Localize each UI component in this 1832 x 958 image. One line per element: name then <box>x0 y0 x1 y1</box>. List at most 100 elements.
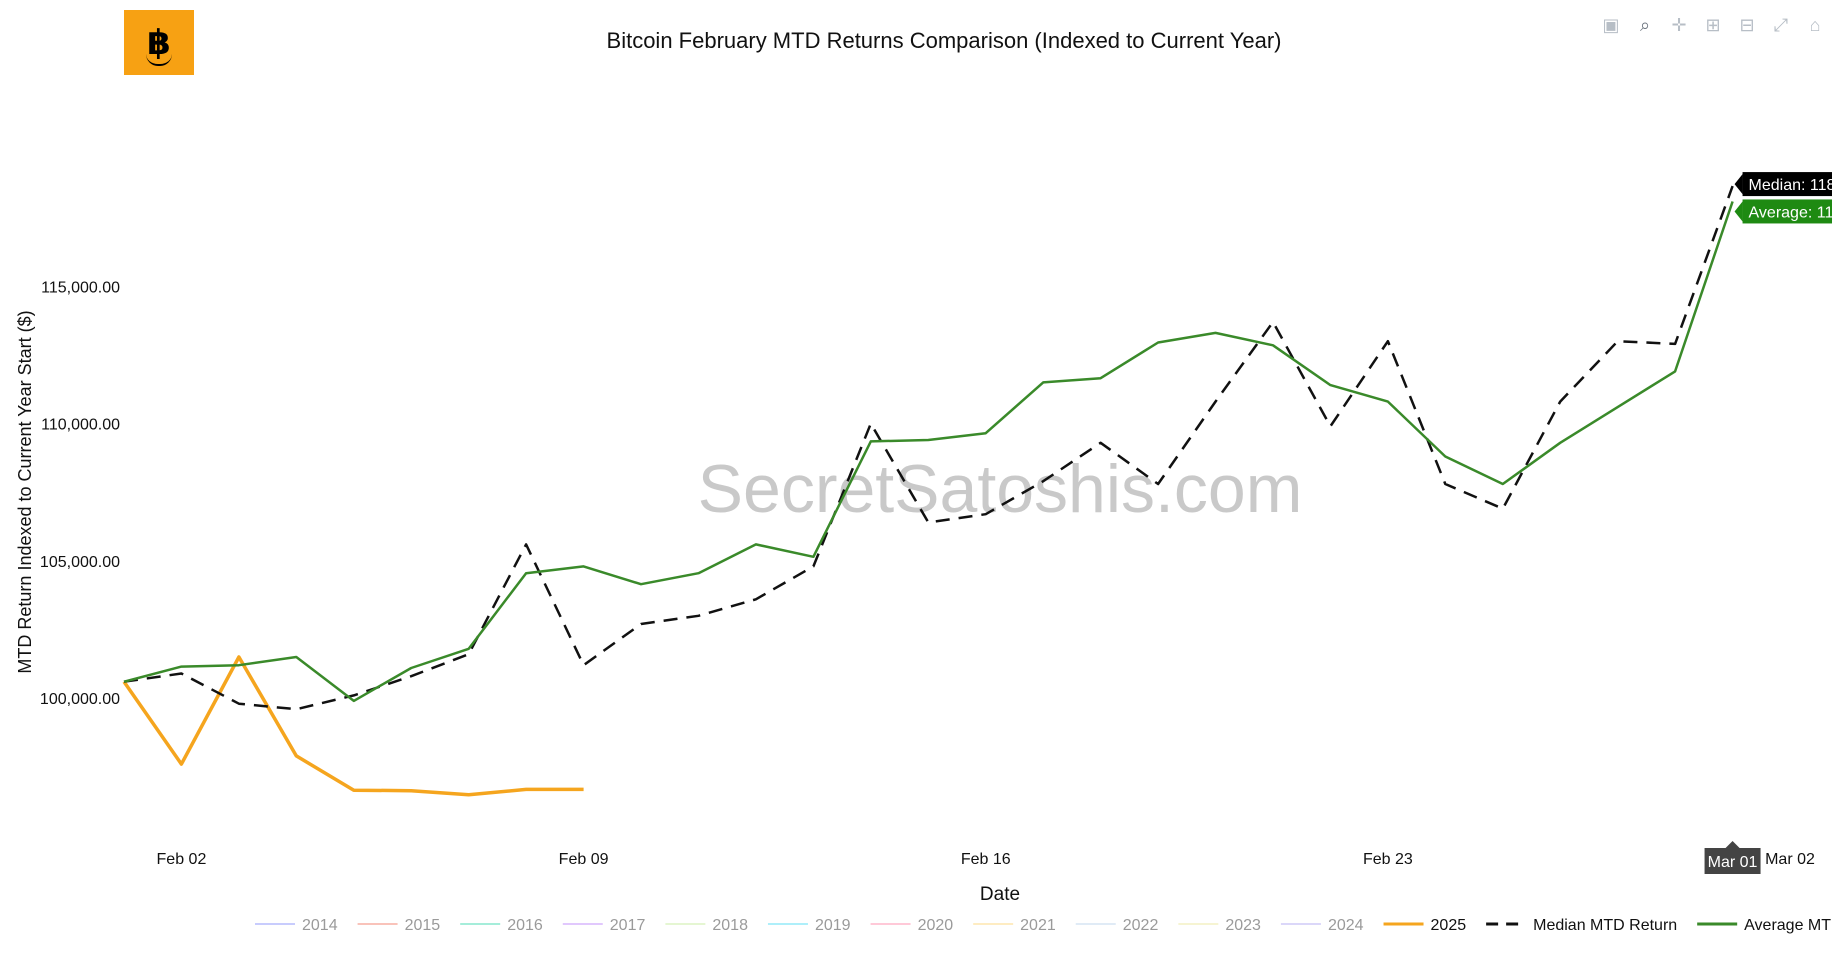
y-tick-label: 115,000.00 <box>41 279 120 296</box>
data-point[interactable] <box>1271 320 1275 324</box>
legend-label[interactable]: 2018 <box>712 917 748 934</box>
data-point[interactable] <box>1041 380 1045 384</box>
data-point[interactable] <box>524 571 528 575</box>
x-axis-label: Date <box>980 884 1020 905</box>
x-hover-pointer <box>1725 841 1740 848</box>
legend-label[interactable]: 2022 <box>1123 917 1159 934</box>
data-point[interactable] <box>926 520 930 524</box>
legend-label[interactable]: Average MTD Return <box>1744 917 1832 934</box>
data-point[interactable] <box>294 655 298 659</box>
data-point[interactable] <box>984 512 988 516</box>
bitcoin-logo-icon: ฿ <box>147 23 171 62</box>
legend-label[interactable]: 2020 <box>918 917 954 934</box>
data-point[interactable] <box>1099 441 1103 445</box>
series-line-median-mtd-return[interactable] <box>123 185 1734 711</box>
data-point[interactable] <box>1501 482 1505 486</box>
legend-label[interactable]: 2021 <box>1020 917 1056 934</box>
data-point[interactable] <box>1443 455 1447 459</box>
data-point[interactable] <box>237 655 241 659</box>
data-point[interactable] <box>352 788 356 792</box>
zoom-icon[interactable]: ⌕ <box>1639 15 1651 35</box>
data-point[interactable] <box>1214 400 1218 404</box>
data-point[interactable] <box>1731 199 1735 203</box>
x-tick-label: Mar 02 <box>1765 851 1815 868</box>
legend-label[interactable]: Median MTD Return <box>1533 917 1677 934</box>
data-point[interactable] <box>179 665 183 669</box>
legend-label[interactable]: 2015 <box>405 917 441 934</box>
data-point[interactable] <box>1673 369 1677 373</box>
data-point[interactable] <box>122 680 126 684</box>
data-point[interactable] <box>1156 341 1160 345</box>
data-point[interactable] <box>1099 376 1103 380</box>
legend-label[interactable]: 2023 <box>1225 917 1261 934</box>
hover-label-text: Median: 118,647.57 <box>1749 177 1832 194</box>
data-point[interactable] <box>1501 507 1505 511</box>
data-point[interactable] <box>467 652 471 656</box>
autoscale-icon[interactable]: ⤢ <box>1773 15 1789 35</box>
data-point[interactable] <box>582 564 586 568</box>
legend-label[interactable]: 2019 <box>815 917 851 934</box>
data-point[interactable] <box>811 564 815 568</box>
data-point[interactable] <box>1041 479 1045 483</box>
data-point[interactable] <box>1156 482 1160 486</box>
data-point[interactable] <box>524 542 528 546</box>
data-point[interactable] <box>639 622 643 626</box>
data-point[interactable] <box>1443 482 1447 486</box>
data-point[interactable] <box>409 674 413 678</box>
home-icon[interactable]: ⌂ <box>1809 15 1821 35</box>
legend-label[interactable]: 2025 <box>1431 917 1467 934</box>
data-point[interactable] <box>1328 383 1332 387</box>
x-tick-label: Feb 16 <box>961 851 1011 868</box>
data-point[interactable] <box>179 671 183 675</box>
x-tick-label: Feb 23 <box>1363 851 1413 868</box>
data-point[interactable] <box>409 789 413 793</box>
data-point[interactable] <box>811 555 815 559</box>
data-point[interactable] <box>696 614 700 618</box>
data-point[interactable] <box>926 438 930 442</box>
data-point[interactable] <box>582 787 586 791</box>
data-point[interactable] <box>1558 400 1562 404</box>
data-point[interactable] <box>1673 342 1677 346</box>
data-point[interactable] <box>179 762 183 766</box>
data-point[interactable] <box>1558 441 1562 445</box>
data-point[interactable] <box>352 693 356 697</box>
hover-label-box <box>1742 199 1832 224</box>
legend-label[interactable]: 2017 <box>610 917 646 934</box>
series-line-2025[interactable] <box>122 655 584 797</box>
zoom-out-icon[interactable]: ⊟ <box>1739 15 1755 35</box>
data-point[interactable] <box>467 793 471 797</box>
data-point[interactable] <box>696 571 700 575</box>
data-point[interactable] <box>294 754 298 758</box>
camera-icon[interactable]: ▣ <box>1602 15 1620 35</box>
data-point[interactable] <box>754 597 758 601</box>
data-point[interactable] <box>237 663 241 667</box>
data-point[interactable] <box>467 647 471 651</box>
data-point[interactable] <box>869 422 873 426</box>
pan-icon[interactable]: ✛ <box>1671 15 1687 35</box>
data-point[interactable] <box>1731 184 1735 188</box>
series-line-average-mtd-return[interactable] <box>123 201 1734 703</box>
data-point[interactable] <box>754 542 758 546</box>
data-point[interactable] <box>237 702 241 706</box>
data-point[interactable] <box>1386 339 1390 343</box>
legend-label[interactable]: 2016 <box>507 917 543 934</box>
zoom-in-icon[interactable]: ⊞ <box>1705 15 1721 35</box>
data-point[interactable] <box>1616 405 1620 409</box>
legend-label[interactable]: 2024 <box>1328 917 1364 934</box>
data-point[interactable] <box>1386 400 1390 404</box>
data-point[interactable] <box>1616 339 1620 343</box>
data-point[interactable] <box>352 699 356 703</box>
data-point[interactable] <box>1328 424 1332 428</box>
data-point[interactable] <box>1271 343 1275 347</box>
data-point[interactable] <box>639 582 643 586</box>
data-point[interactable] <box>582 663 586 667</box>
data-point[interactable] <box>1214 331 1218 335</box>
x-hover-box <box>1704 848 1761 874</box>
data-point[interactable] <box>294 707 298 711</box>
data-point[interactable] <box>984 431 988 435</box>
data-point[interactable] <box>869 439 873 443</box>
data-point[interactable] <box>409 666 413 670</box>
legend-label[interactable]: 2014 <box>302 917 338 934</box>
data-point[interactable] <box>524 787 528 791</box>
